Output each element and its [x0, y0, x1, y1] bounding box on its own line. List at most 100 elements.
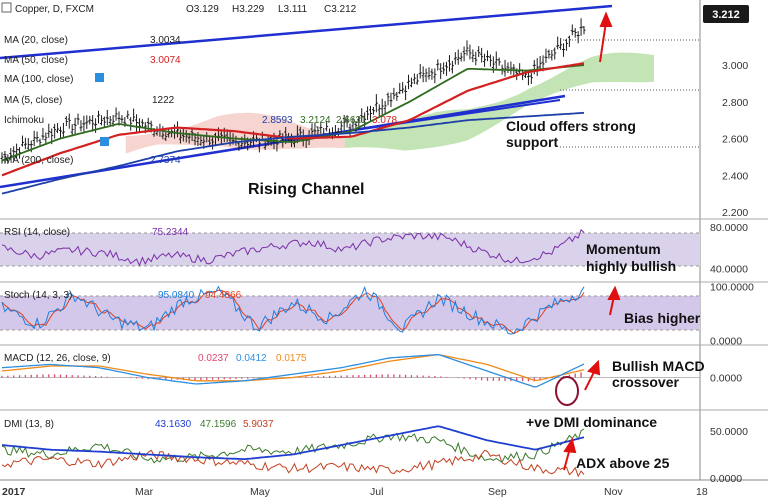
price-bar: [316, 126, 320, 139]
price-bar: [562, 43, 566, 57]
ma20-label: MA (20, close): [4, 35, 68, 46]
adx-annotation: ADX above 25: [576, 455, 670, 471]
settings-icon[interactable]: [100, 137, 109, 146]
price-bar: [120, 115, 124, 123]
price-bar: [47, 123, 51, 138]
price-bar: [529, 73, 533, 85]
stoch-d-value: 94.4866: [205, 290, 242, 301]
stoch-axis-tick: 100.0000: [710, 282, 754, 294]
price-bar: [199, 134, 203, 146]
price-axis-tick: 2.800: [722, 97, 748, 109]
price-bar: [79, 120, 83, 132]
time-axis-tick: Nov: [604, 486, 623, 498]
price-bar: [456, 49, 460, 65]
price-bar: [342, 114, 346, 131]
collapse-icon[interactable]: [1, 2, 12, 13]
price-bar: [579, 18, 583, 36]
macd-title: MACD (12, 26, close, 9): [4, 353, 111, 364]
momentum-annotation-line2: highly bullish: [586, 258, 676, 274]
price-bar: [442, 62, 446, 75]
price-bar: [447, 55, 451, 72]
axes: 3.000 2.800 2.600 2.400 2.200 80.0000 40.0000 1…: [2, 60, 754, 498]
price-bar: [82, 115, 86, 132]
ichimoku-label: Ichimoku: [4, 115, 44, 126]
price-bar: [126, 110, 130, 119]
price-bar: [20, 135, 24, 147]
ma20-value: 3.0034: [150, 35, 181, 46]
price-bar: [503, 59, 507, 77]
price-bar: [474, 51, 478, 66]
price-bar: [483, 53, 487, 67]
price-bar: [73, 117, 77, 135]
price-bar: [401, 81, 405, 94]
macd-line: [1, 353, 585, 388]
ma200-value: 2.7374: [150, 155, 181, 166]
price-bar: [44, 132, 48, 144]
rsi-title: RSI (14, close): [4, 227, 70, 238]
stoch-band: [0, 296, 700, 330]
price-bar: [64, 116, 68, 127]
rsi-axis-tick: 40.0000: [710, 264, 748, 276]
price-bar: [398, 83, 402, 95]
price-bar: [407, 74, 411, 90]
rsi-line: [1, 229, 585, 267]
price-bar: [58, 126, 62, 139]
price-bar: [380, 98, 384, 115]
price-bar: [453, 52, 457, 65]
price-bar: [477, 46, 481, 57]
stoch-axis-tick: 0.0000: [710, 335, 742, 347]
price-bar: [544, 48, 548, 63]
price-bar: [164, 132, 168, 141]
time-axis-tick: Sep: [488, 486, 507, 498]
price-bar: [459, 52, 463, 62]
dmi-minus-line: [1, 449, 585, 478]
time-axis-tick: 2017: [2, 486, 26, 498]
price-bar: [582, 26, 586, 35]
price-bar: [178, 129, 182, 144]
ma50-label: MA (50, close): [4, 55, 68, 66]
price-bar: [76, 113, 80, 125]
price-bar: [56, 123, 60, 134]
price-bar: [366, 106, 370, 120]
price-bar: [351, 117, 355, 130]
dmi-minus-value: 5.9037: [243, 419, 274, 430]
rsi-pane: [1, 229, 585, 267]
crossover-highlight-circle: [555, 376, 579, 406]
price-bar: [389, 92, 393, 108]
price-bar: [573, 28, 577, 38]
ma20-line: [1, 64, 585, 162]
ohlc-low: L3.111: [278, 4, 308, 15]
price-bar: [53, 123, 57, 139]
time-axis-tick: Mar: [135, 486, 154, 498]
price-bar: [556, 36, 560, 50]
price-bar: [108, 115, 112, 127]
price-bar: [369, 105, 373, 121]
settings-icon[interactable]: [95, 73, 104, 82]
price-bar: [360, 108, 364, 123]
dmi-axis-tick: 0.0000: [710, 473, 742, 485]
price-bar: [386, 92, 390, 106]
price-bar: [32, 130, 36, 147]
ohlc-close: C3.212: [324, 4, 357, 15]
ohlc-open: O3.129: [186, 4, 219, 15]
price-bar: [3, 150, 7, 164]
price-bar: [468, 44, 472, 60]
price-bar: [371, 106, 375, 115]
price-bar: [132, 108, 136, 122]
price-bar: [480, 47, 484, 63]
price-bar: [412, 73, 416, 85]
ma200-label: MA (200, close): [4, 155, 73, 166]
price-bar: [409, 77, 413, 88]
rsi-band: [0, 233, 700, 266]
price-bar: [526, 71, 530, 86]
ma200-line: [1, 111, 585, 195]
price-bar: [445, 61, 449, 76]
price-bar: [0, 152, 4, 164]
macd-hist-value: 0.0237: [198, 353, 229, 364]
channel-upper-line: [0, 4, 613, 60]
price-axis-tick: 2.400: [722, 170, 748, 182]
price-bar: [439, 63, 443, 80]
dmi-annotation: +ve DMI dominance: [526, 414, 657, 430]
price-bar: [325, 121, 329, 132]
